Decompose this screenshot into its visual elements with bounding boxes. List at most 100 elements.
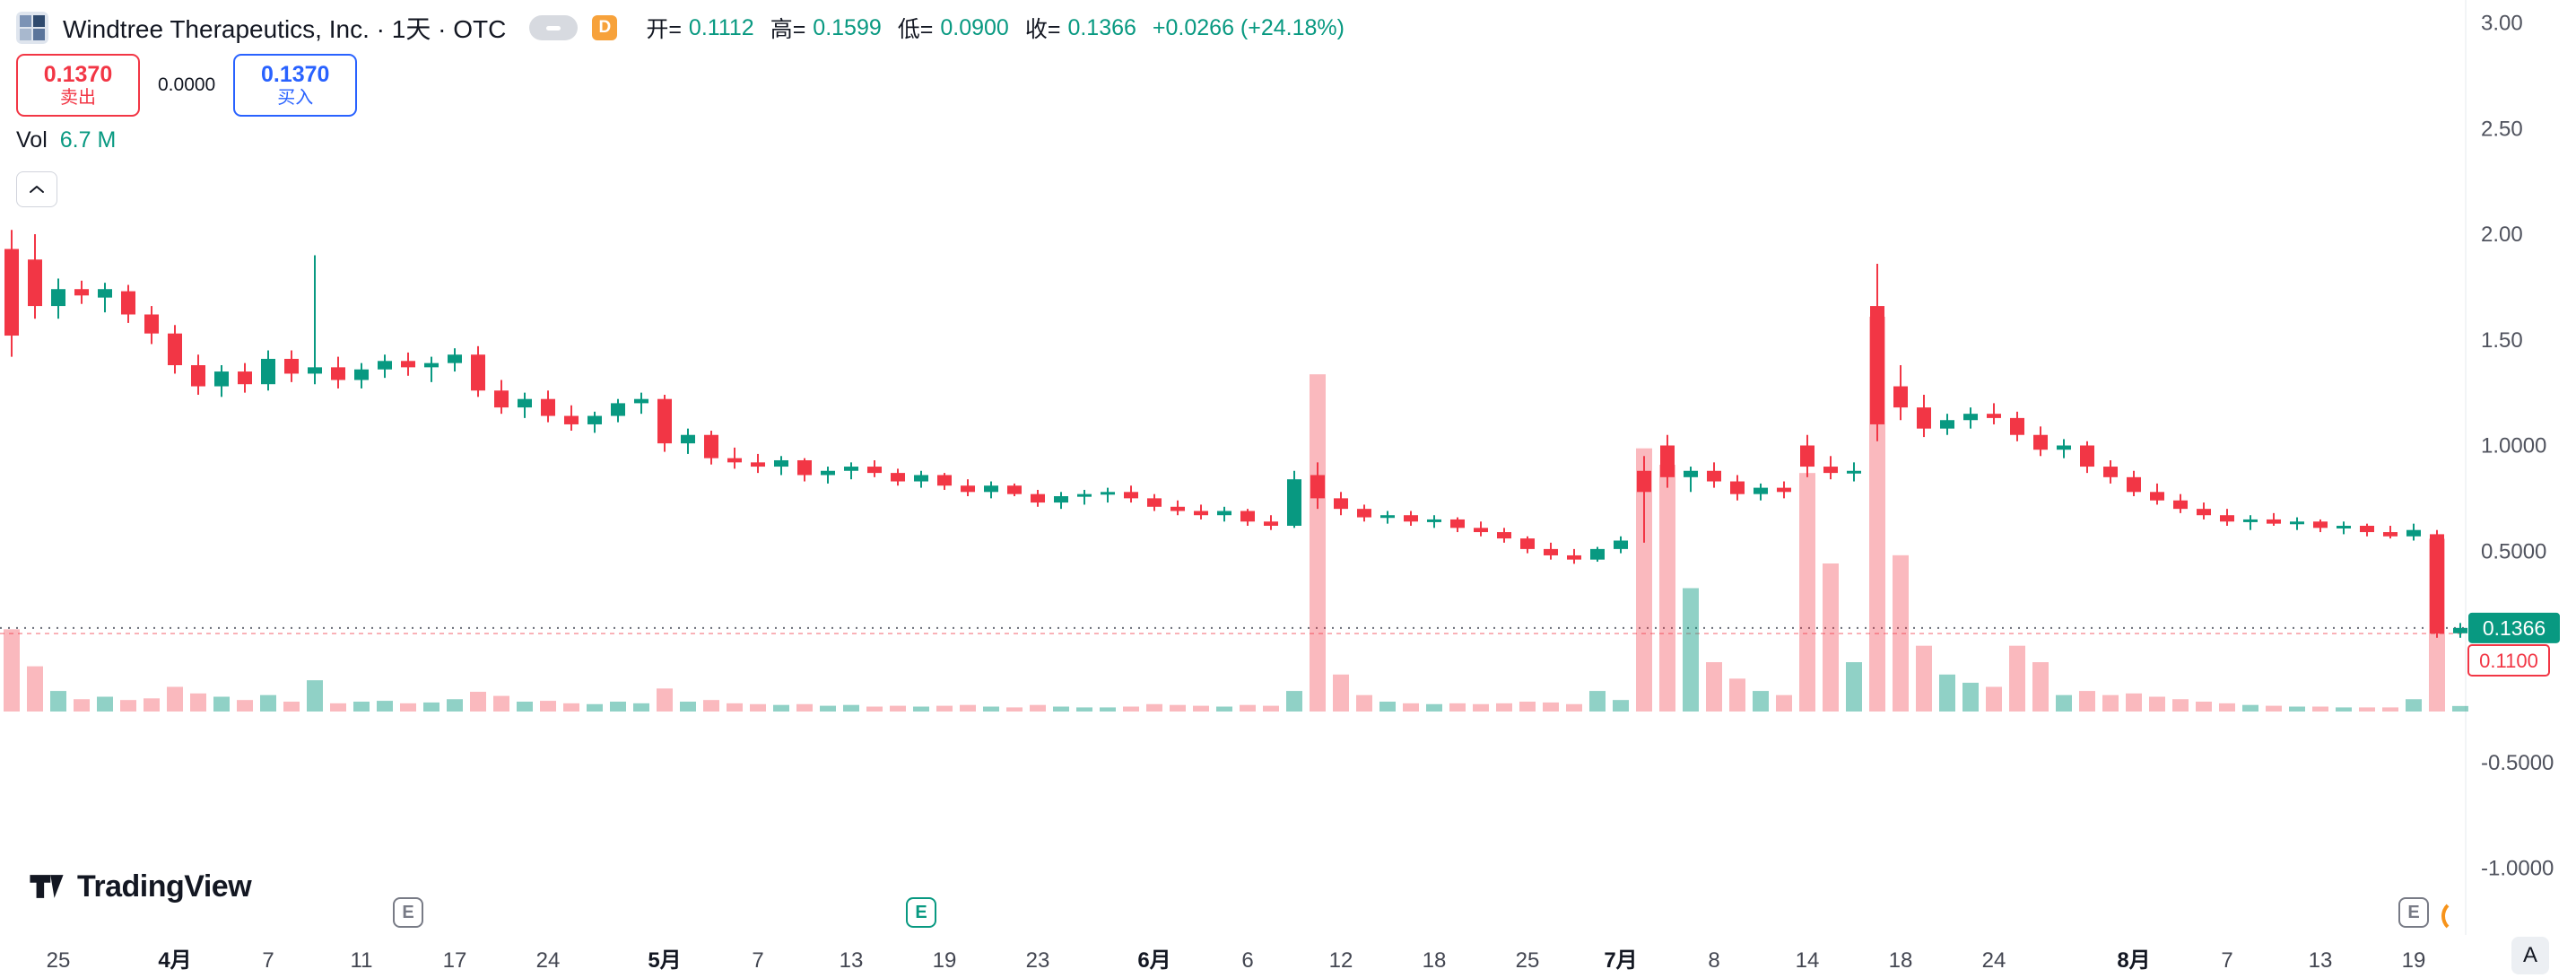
candle-body bbox=[168, 333, 182, 366]
volume-bar bbox=[97, 696, 113, 712]
candle-body bbox=[1777, 487, 1791, 493]
candle-body bbox=[1194, 511, 1208, 516]
candle-body bbox=[331, 367, 345, 380]
candle-body bbox=[2080, 445, 2094, 467]
candle-body bbox=[797, 459, 812, 476]
time-axis-label: 4月 bbox=[158, 948, 191, 973]
last-price-badge-label: 0.1366 bbox=[2483, 616, 2546, 640]
candle-body bbox=[2313, 521, 2328, 528]
volume-bar bbox=[2056, 694, 2072, 712]
time-axis-label: 19 bbox=[2402, 948, 2426, 973]
candle-body bbox=[1171, 506, 1185, 511]
candle-body bbox=[191, 365, 205, 387]
sell-button[interactable]: 0.1370 卖出 bbox=[16, 54, 140, 117]
volume-bar bbox=[1823, 563, 1839, 712]
candle-body bbox=[1124, 492, 1138, 499]
candle-body bbox=[1637, 470, 1651, 493]
candle-body bbox=[2033, 434, 2048, 450]
time-axis[interactable]: 25 4月 7 11 17 24 5月 7 13 19 23 6月 6 12 18 25 7月 8 14 18 24 8月… bbox=[47, 948, 2426, 973]
candle-body bbox=[2267, 519, 2281, 524]
interval-badge[interactable]: D bbox=[592, 15, 618, 40]
volume-bar bbox=[703, 700, 719, 712]
time-axis-label: 24 bbox=[1982, 948, 2006, 973]
volume-bar bbox=[213, 696, 230, 712]
open-label: 开= bbox=[646, 17, 682, 42]
volume-bar bbox=[1146, 703, 1162, 712]
chart-header: Windtree Therapeutics, Inc. · 1天 · OTC D… bbox=[16, 9, 1345, 47]
candle-body bbox=[914, 475, 928, 482]
price-axis-label: 0.5000 bbox=[2481, 539, 2546, 563]
candle-body bbox=[1054, 496, 1068, 503]
candle-body bbox=[74, 289, 89, 296]
dash-icon bbox=[546, 25, 561, 31]
price-axis-label: 1.50 bbox=[2481, 328, 2523, 353]
candle-body bbox=[891, 473, 905, 482]
candle-body bbox=[424, 362, 439, 368]
candle-body bbox=[1031, 493, 1045, 503]
volume-bar bbox=[1566, 703, 1582, 712]
volume-bar bbox=[960, 704, 976, 712]
volume-bar bbox=[2172, 699, 2189, 712]
candle-body bbox=[1847, 470, 1861, 474]
volume-bar bbox=[1123, 706, 1139, 712]
earnings-marker[interactable]: E bbox=[2398, 897, 2429, 928]
volume-bar bbox=[2242, 704, 2258, 712]
candle-body bbox=[1870, 306, 1884, 424]
time-axis-label: 19 bbox=[933, 948, 957, 973]
buy-label: 买入 bbox=[277, 87, 314, 108]
volume-bar bbox=[680, 702, 696, 712]
earnings-marker[interactable]: E bbox=[906, 897, 936, 928]
volume-bar bbox=[1193, 705, 1209, 712]
toolbar-pill[interactable] bbox=[529, 15, 579, 40]
corner-a-button[interactable]: A bbox=[2511, 937, 2549, 974]
candle-body bbox=[2383, 532, 2398, 537]
volume-bar bbox=[307, 680, 323, 712]
time-axis-label: 13 bbox=[840, 948, 864, 973]
candle-body bbox=[2430, 534, 2444, 634]
volume-bar bbox=[2382, 707, 2398, 712]
volume-bar bbox=[2266, 705, 2282, 712]
time-axis-label: 5月 bbox=[648, 948, 681, 973]
volume-bar bbox=[2079, 691, 2095, 712]
candle-body bbox=[1474, 528, 1488, 533]
volume-bar bbox=[563, 703, 579, 712]
volume-bar bbox=[1543, 702, 1559, 712]
candle-body bbox=[1730, 481, 1745, 494]
volume-bar bbox=[470, 692, 486, 712]
candle-body bbox=[1287, 479, 1301, 526]
candle-body bbox=[2453, 627, 2467, 633]
candle-body bbox=[1544, 548, 1558, 555]
volume-layer bbox=[4, 317, 2468, 712]
volume-bar bbox=[2359, 707, 2375, 712]
time-axis-label: 7 bbox=[262, 948, 274, 973]
tradingview-watermark[interactable]: TradingView bbox=[27, 869, 252, 904]
candle-body bbox=[378, 361, 392, 370]
symbol-title[interactable]: Windtree Therapeutics, Inc. · 1天 · OTC bbox=[63, 15, 507, 43]
time-axis-label: 8月 bbox=[2117, 948, 2150, 973]
time-axis-label: 6月 bbox=[1137, 948, 1171, 973]
candles-layer[interactable] bbox=[4, 230, 2467, 638]
volume-bar bbox=[773, 704, 789, 712]
candle-body bbox=[284, 358, 299, 374]
candle-body bbox=[2127, 476, 2141, 493]
volume-bar bbox=[1659, 465, 1675, 712]
volume-bar bbox=[727, 703, 743, 712]
candle-body bbox=[2337, 525, 2351, 528]
candle-body bbox=[821, 470, 835, 476]
volume-bar bbox=[1216, 706, 1232, 712]
candle-body bbox=[844, 467, 858, 471]
candle-body bbox=[704, 434, 718, 458]
candle-body bbox=[308, 367, 322, 374]
candle-body bbox=[1614, 540, 1628, 549]
earnings-marker[interactable]: E bbox=[393, 897, 423, 928]
symbol-logo-icon bbox=[16, 12, 48, 44]
price-axis[interactable]: 3.002.502.001.501.00000.50000.0000-0.500… bbox=[2467, 12, 2560, 881]
candle-body bbox=[564, 415, 579, 424]
candle-body bbox=[1823, 467, 1838, 474]
buy-button[interactable]: 0.1370 买入 bbox=[233, 54, 358, 117]
collapse-button[interactable] bbox=[16, 171, 57, 207]
volume-bar bbox=[913, 706, 929, 712]
volume-bar bbox=[1706, 662, 1722, 712]
